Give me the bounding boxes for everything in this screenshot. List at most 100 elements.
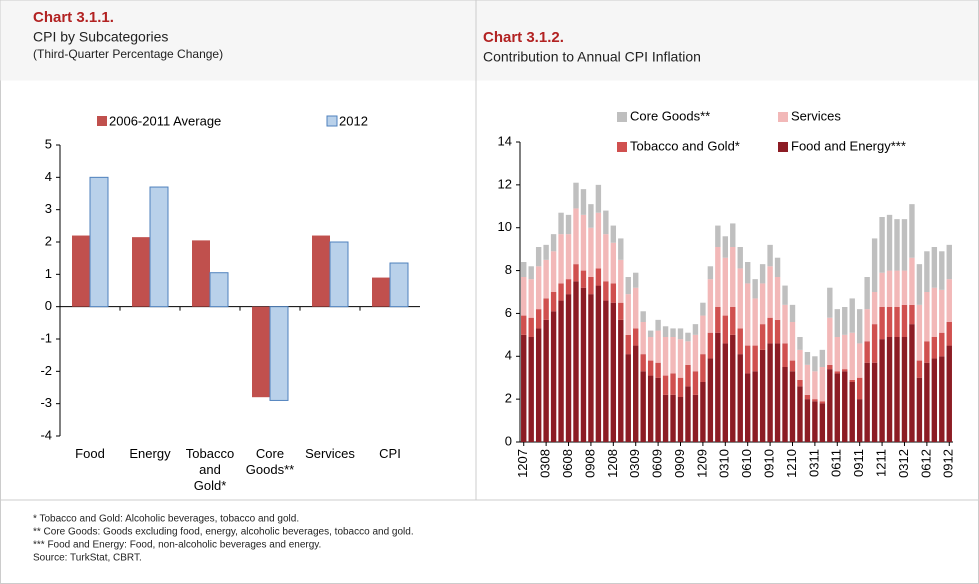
bar-segment [931, 337, 938, 359]
bar-segment [931, 247, 938, 288]
bar-segment [722, 257, 729, 316]
bar-segment [797, 349, 803, 380]
bar-segment [939, 356, 945, 442]
bar-segment [588, 277, 594, 295]
y-tick-label: 4 [505, 348, 512, 363]
x-tick-label: 0911 [851, 449, 866, 477]
y-tick-label: 1 [45, 266, 52, 281]
bar-segment [782, 285, 788, 305]
bar-segment [603, 234, 609, 282]
chart-note: (Third-Quarter Percentage Change) [33, 47, 223, 61]
bar-segment [842, 371, 848, 442]
chart-subtitle: CPI by Subcategories [33, 29, 168, 45]
bar-segment [692, 371, 699, 395]
bar-segment [565, 279, 572, 295]
bar-segment [744, 262, 751, 284]
bar-segment [655, 330, 661, 363]
y-tick-label: 3 [45, 201, 52, 216]
bar-segment [774, 343, 781, 442]
bar-segment [752, 345, 758, 372]
x-tick-label: 1208 [605, 449, 620, 478]
bar-segment [700, 382, 706, 442]
bar-segment [528, 337, 534, 442]
y-tick-label: 2 [45, 233, 52, 248]
bar-segment [856, 377, 863, 400]
bar-segment [797, 379, 803, 387]
bar-segment [521, 277, 527, 316]
bar-segment [640, 322, 646, 355]
bar-segment [819, 403, 826, 442]
bar-segment [595, 212, 602, 269]
bar [149, 186, 169, 308]
bar-segment [894, 219, 900, 271]
bar-segment [819, 401, 826, 404]
bar-segment [633, 328, 639, 346]
bar-segment [543, 298, 549, 320]
bar-segment [618, 238, 624, 260]
y-tick-label: -2 [40, 363, 52, 378]
bar-segment [715, 332, 721, 442]
bar-segment [610, 242, 617, 284]
bar-segment [647, 375, 654, 442]
bar-segment [879, 339, 885, 442]
bar-segment [662, 326, 669, 337]
bar-segment [886, 270, 893, 307]
bar-segment [550, 234, 557, 252]
bar-segment [774, 277, 781, 320]
bar-segment [521, 334, 527, 442]
bar-segment [550, 311, 557, 442]
bar-segment [700, 354, 706, 382]
bar-segment [692, 394, 699, 442]
bar-segment [692, 324, 699, 335]
bar-segment [909, 204, 915, 258]
bar-segment [580, 189, 587, 215]
bar-segment [916, 377, 923, 442]
bar-segment [812, 401, 818, 442]
bar-segment [767, 244, 773, 267]
bar-segment [535, 309, 542, 329]
bar-segment [647, 360, 654, 376]
legend-swatch [97, 116, 107, 126]
y-tick-label: 4 [45, 169, 52, 184]
bar-segment [797, 337, 803, 350]
bar-segment [827, 287, 833, 318]
bar-segment [931, 287, 938, 337]
bar-segment [707, 332, 714, 359]
bar [72, 235, 90, 307]
legend-label: Core Goods** [630, 108, 710, 123]
bar-segment [640, 311, 646, 322]
bar-segment [573, 182, 579, 209]
bar-segment [939, 332, 945, 357]
bar-segment [797, 386, 803, 442]
bar-segment [931, 358, 938, 442]
bar-segment [610, 302, 617, 442]
bar-segment [894, 337, 900, 442]
bar-segment [633, 272, 639, 288]
bar [329, 241, 349, 308]
bar-segment [827, 369, 833, 442]
bar-segment [939, 289, 945, 333]
x-tick-label: 0912 [941, 449, 956, 478]
footnote: Source: TurkStat, CBRT. [33, 553, 142, 564]
x-tick-label: 1210 [784, 449, 799, 478]
legend-label: 2012 [339, 113, 368, 128]
bar-segment [633, 287, 639, 329]
bar-segment [842, 369, 848, 372]
y-tick-label: 10 [498, 219, 512, 234]
bar-segment [871, 362, 878, 442]
bar-segment [550, 251, 557, 292]
x-tick-label: Tobacco and Gold* [186, 446, 234, 493]
x-tick-label: 0309 [627, 449, 642, 478]
bar-segment [834, 373, 840, 442]
bar-segment [871, 324, 878, 363]
bar-segment [901, 337, 908, 442]
bar-segment [625, 294, 631, 335]
bar-segment [886, 214, 893, 271]
y-tick-label: 0 [45, 298, 52, 313]
bar-segment [901, 270, 908, 305]
x-tick-label: 1211 [874, 449, 889, 477]
bar-segment [588, 204, 594, 228]
bar-segment [789, 304, 796, 322]
bar-segment [647, 337, 654, 361]
legend-label: 2006-2011 Average [109, 113, 221, 128]
